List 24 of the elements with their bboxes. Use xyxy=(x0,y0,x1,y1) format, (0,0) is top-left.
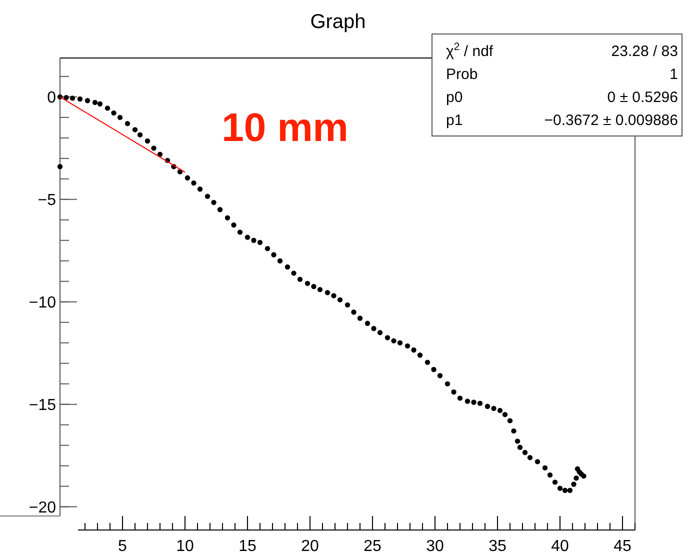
x-tick-label: 15 xyxy=(238,538,256,555)
x-tick-label: 45 xyxy=(614,538,632,555)
y-tick-label: 0 xyxy=(47,90,56,107)
x-tick-label: 30 xyxy=(426,538,444,555)
y-tick-label: −5 xyxy=(38,192,56,209)
annotation: χ$^{2}$ / ndf xyxy=(446,41,494,60)
annotation: 10 mm xyxy=(222,106,348,150)
text: 1 xyxy=(670,66,678,83)
annotation: −0.3672 ± 0.009886 xyxy=(544,112,678,129)
y-tick-label: −20 xyxy=(28,499,56,516)
chart-title: Graph xyxy=(310,11,366,33)
annotation: 0 ± 0.5296 xyxy=(607,89,678,106)
x-tick-label: 20 xyxy=(301,538,319,555)
annotation: 23.28 / 83 xyxy=(611,43,678,60)
y-tick-label: −15 xyxy=(28,396,56,414)
annotation: p0 xyxy=(446,89,463,106)
y-tick-label: −10 xyxy=(28,294,56,312)
annotation: Prob xyxy=(446,66,478,83)
annotation: p1 xyxy=(446,112,463,129)
x-tick-label: 10 xyxy=(176,538,194,555)
x-tick-label: 5 xyxy=(118,538,128,555)
x-tick-label: 25 xyxy=(364,538,382,555)
x-tick-label: 35 xyxy=(488,538,506,555)
x-tick-label: 40 xyxy=(551,538,569,555)
